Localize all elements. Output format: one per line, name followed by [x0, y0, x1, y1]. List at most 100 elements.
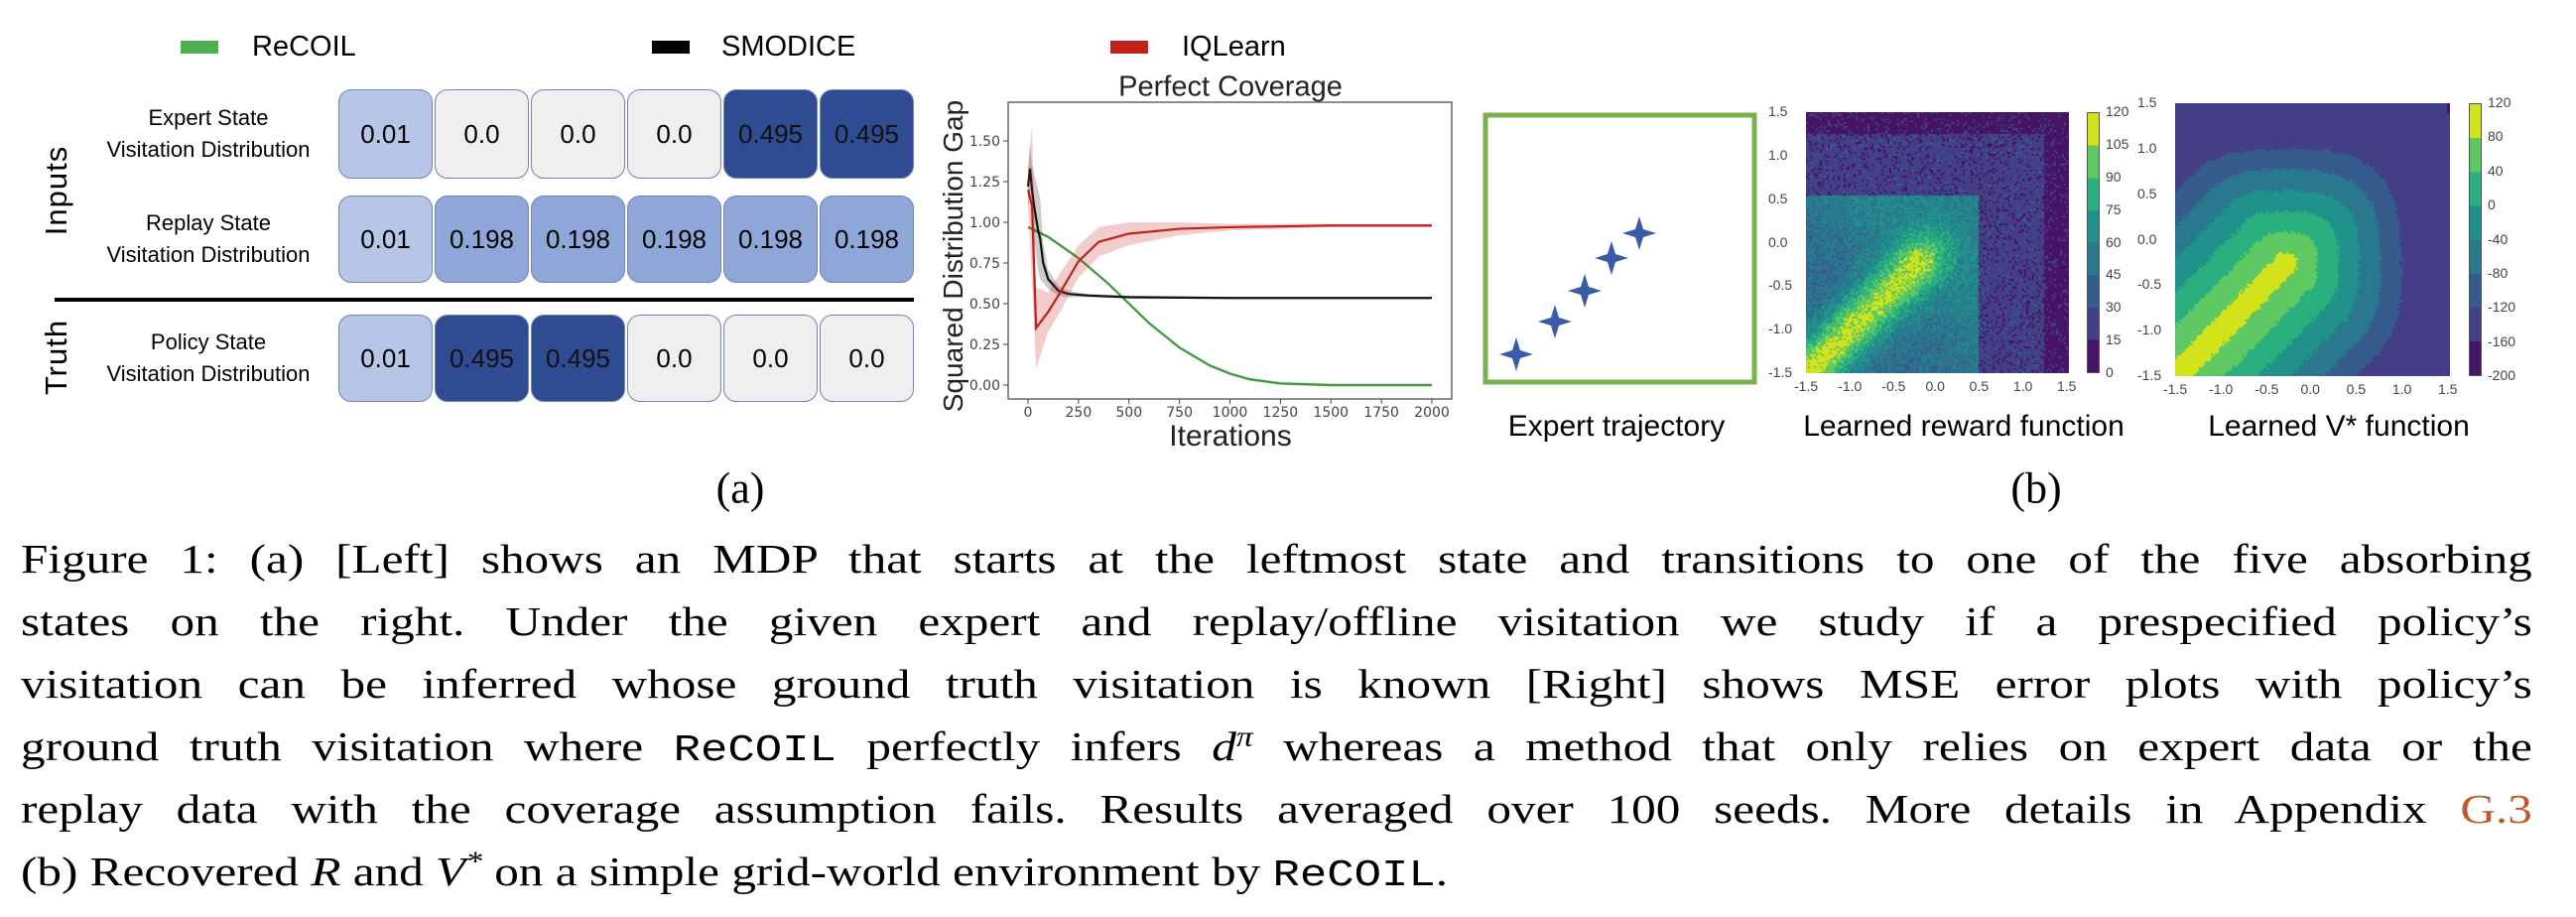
heatmap-y-tick-label: -0.5	[2137, 276, 2162, 293]
caption-text: ground truth visitation where	[21, 723, 674, 769]
caption-line: (b) Recovered R and V* on a simple grid-…	[21, 841, 2532, 903]
x-tick-label: 750	[1166, 405, 1193, 421]
x-tick-label: 250	[1066, 405, 1093, 421]
y-tick-label: 0.75	[969, 256, 1000, 272]
caption-text: Figure 1: (a) [Left] shows an MDP that s…	[21, 536, 2532, 582]
method-name-code: ReCOIL	[673, 729, 837, 772]
caption-line: states on the right. Under the given exp…	[21, 590, 2532, 653]
row-label-line: Replay State	[146, 210, 271, 235]
colorbar-tick-label: 45	[2106, 266, 2122, 283]
visitation-cell: 0.198	[627, 196, 721, 283]
y-tick-label: 0.50	[969, 297, 1000, 313]
visitation-cell: 0.0	[627, 315, 721, 402]
y-tick-label: 1.25	[969, 175, 1000, 191]
value-heatmap-title: Learned V* function	[2208, 410, 2470, 443]
row-label-line: Visitation Distribution	[106, 242, 311, 267]
caption-line: ground truth visitation where ReCOIL per…	[21, 716, 2532, 778]
figure-caption: Figure 1: (a) [Left] shows an MDP that s…	[21, 528, 2532, 903]
heatmap-y-tick-label: -1.5	[1768, 364, 1793, 380]
heatmap-x-tick-label: -0.5	[2254, 381, 2279, 397]
legend-label-iqlearn: IQLearn	[1182, 31, 1286, 63]
value-colorbar	[2469, 103, 2482, 376]
y-tick-label: 0.00	[969, 378, 1000, 394]
x-tick-label: 1250	[1263, 405, 1299, 421]
heatmap-y-tick-label: -1.0	[1768, 321, 1793, 337]
heatmap-x-tick-label: -1.0	[1838, 378, 1863, 394]
visitation-cell: 0.495	[531, 315, 625, 402]
legend-swatch-smodice	[652, 41, 690, 54]
math-symbol: *	[465, 847, 482, 878]
visitation-cell: 0.198	[531, 196, 625, 283]
expert-trajectory-label: Expert trajectory	[1507, 410, 1726, 443]
visitation-cell: 0.01	[338, 89, 433, 179]
heatmap-x-tick-label: 1.0	[2012, 378, 2033, 394]
caption-text: perfectly infers	[836, 723, 1213, 769]
colorbar-tick-label: 90	[2106, 168, 2122, 185]
series-band-iqlearn	[1028, 124, 1432, 369]
visitation-cell: 0.0	[435, 89, 529, 179]
heatmap-y-tick-label: 0.0	[1768, 233, 1788, 250]
caption-text: (b) Recovered	[21, 849, 312, 894]
colorbar-tick-label: 60	[2106, 233, 2122, 250]
method-name-code: ReCOIL	[1272, 854, 1436, 897]
math-symbol: π	[1235, 721, 1253, 753]
subfigure-label-b: (b)	[2010, 463, 2062, 513]
caption-line: Figure 1: (a) [Left] shows an MDP that s…	[21, 528, 2532, 590]
series-line-recoil	[1027, 225, 1432, 387]
series-band-smodice	[1028, 144, 1432, 300]
visitation-cell: 0.495	[435, 315, 529, 402]
four-point-star-icon	[1622, 216, 1656, 250]
legend-swatch-iqlearn	[1110, 41, 1148, 54]
colorbar-tick-label: 80	[2488, 128, 2504, 145]
legend-swatch-recoil	[181, 41, 218, 54]
heatmap-y-tick-label: 0.5	[2137, 185, 2157, 201]
appendix-link[interactable]: G.3	[2460, 786, 2532, 832]
series-line-iqlearn	[1026, 189, 1432, 331]
reward-heatmap-title: Learned reward function	[1803, 410, 2125, 443]
row-label: Replay State Visitation Distribution	[99, 207, 318, 271]
caption-text: .	[1435, 849, 1449, 894]
plot-frame	[1007, 101, 1453, 400]
plot-title: Perfect Coverage	[1118, 70, 1343, 103]
caption-text: whereas a method that only relies on exp…	[1252, 723, 2532, 769]
visitation-cell: 0.198	[820, 196, 914, 283]
heatmap-x-tick-label: -1.0	[2209, 381, 2234, 397]
heatmap-y-tick-label: 1.0	[1768, 146, 1788, 163]
colorbar-tick-label: 40	[2488, 162, 2504, 179]
math-symbol: V	[436, 849, 466, 894]
math-symbol: d	[1212, 723, 1236, 769]
heatmap-x-tick-label: -1.5	[1794, 378, 1819, 394]
colorbar-tick-label: -160	[2488, 332, 2516, 349]
expert-trajectory-panel	[1482, 112, 1757, 385]
colorbar-tick-label: 105	[2106, 135, 2129, 152]
heatmap-y-tick-label: 0.0	[2137, 230, 2157, 247]
row-label: Policy State Visitation Distribution	[99, 327, 318, 390]
colorbar-tick-label: -40	[2488, 230, 2509, 247]
colorbar-tick-label: 75	[2106, 200, 2122, 217]
heatmap-y-tick-label: -1.0	[2137, 322, 2162, 338]
x-tick-label: 1500	[1313, 405, 1349, 421]
caption-text: states on the right. Under the given exp…	[21, 598, 2532, 644]
visitation-cell: 0.01	[338, 196, 433, 283]
row-label-line: Expert State	[148, 105, 269, 130]
heatmap-x-tick-label: 0.5	[1969, 378, 1990, 394]
heatmap-x-tick-label: 0.0	[1925, 378, 1945, 394]
legend-label-smodice: SMODICE	[721, 31, 856, 63]
visitation-cell: 0.0	[531, 89, 625, 179]
plot-xlabel: Iterations	[1169, 420, 1292, 453]
math-symbol: R	[311, 849, 341, 894]
four-point-star-icon	[1568, 274, 1602, 308]
heatmap-x-tick-label: 0.0	[2300, 381, 2320, 397]
four-point-star-icon	[1538, 305, 1572, 338]
row-label: Expert State Visitation Distribution	[99, 102, 318, 166]
x-tick-label: 2000	[1414, 405, 1450, 421]
y-tick-label: 0.25	[969, 337, 1000, 353]
colorbar-tick-label: 0	[2106, 364, 2114, 380]
colorbar-tick-label: 120	[2106, 103, 2129, 119]
colorbar-tick-label: -200	[2488, 367, 2516, 383]
heatmap-y-tick-label: 1.5	[2137, 94, 2157, 110]
visitation-cell: 0.0	[723, 315, 818, 402]
value-heatmap	[2175, 103, 2450, 376]
heatmap-x-tick-label: 1.5	[2057, 378, 2077, 394]
